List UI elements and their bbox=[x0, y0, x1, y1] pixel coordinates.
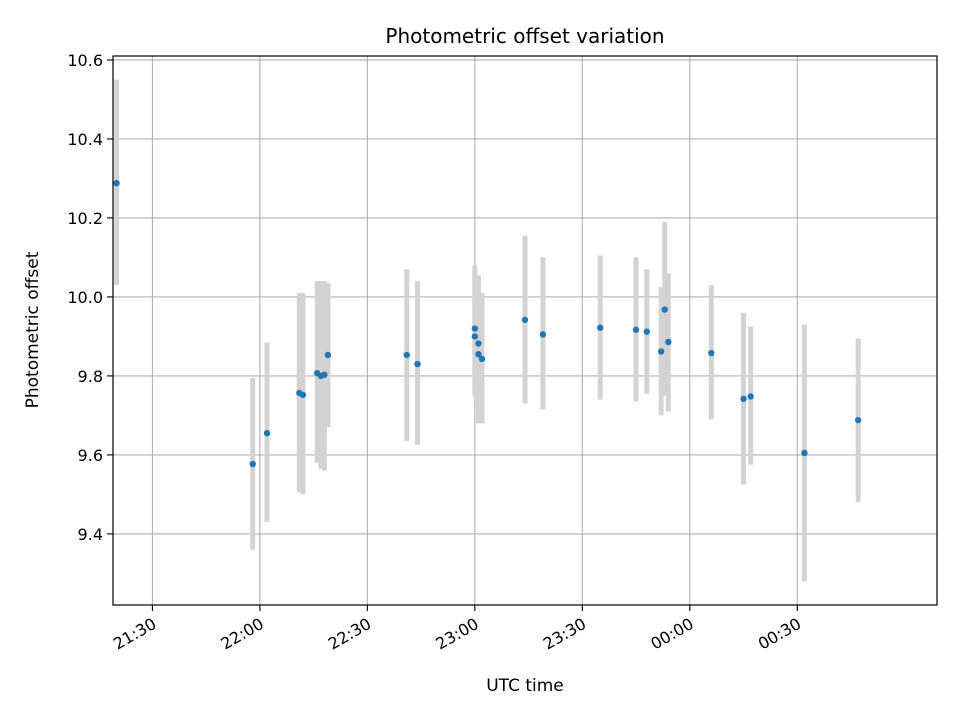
data-point bbox=[597, 324, 604, 331]
y-axis: 9.4 9.6 9.8 10.0 10.2 10.4 10.6 bbox=[67, 51, 113, 544]
data-point bbox=[643, 328, 651, 335]
data-points bbox=[113, 179, 862, 468]
data-point bbox=[657, 348, 665, 355]
data-point bbox=[324, 351, 332, 359]
y-tick-label: 10.6 bbox=[67, 51, 103, 70]
data-point bbox=[475, 350, 482, 358]
plot-frame bbox=[112, 55, 938, 606]
data-point bbox=[299, 391, 307, 399]
y-tick-label: 9.8 bbox=[78, 367, 103, 386]
x-axis-title: UTC time bbox=[486, 676, 564, 696]
data-point bbox=[632, 326, 640, 333]
y-tick-label: 10.2 bbox=[67, 209, 103, 228]
y-tick-label: 9.4 bbox=[78, 525, 103, 544]
data-point bbox=[321, 371, 328, 378]
data-point bbox=[478, 355, 486, 363]
data-point bbox=[740, 395, 747, 403]
data-point bbox=[475, 340, 482, 347]
data-point bbox=[521, 316, 529, 324]
data-point bbox=[263, 429, 271, 437]
data-point bbox=[414, 360, 421, 368]
data-point bbox=[661, 306, 668, 313]
data-point bbox=[747, 393, 754, 400]
y-tick-label: 9.6 bbox=[78, 446, 103, 465]
y-tick-label: 10.4 bbox=[67, 130, 103, 149]
data-point bbox=[539, 331, 547, 338]
data-point bbox=[665, 338, 672, 346]
chart-title: Photometric offset variation bbox=[385, 24, 664, 48]
y-axis-title: Photometric offset bbox=[23, 251, 43, 408]
data-point bbox=[854, 416, 862, 424]
data-point bbox=[403, 351, 410, 359]
data-point bbox=[708, 349, 715, 357]
y-tick-label: 10.0 bbox=[67, 288, 103, 307]
data-point bbox=[249, 460, 256, 468]
data-point bbox=[471, 333, 479, 340]
data-point bbox=[113, 179, 120, 187]
data-point bbox=[471, 325, 479, 332]
data-point bbox=[801, 449, 808, 457]
